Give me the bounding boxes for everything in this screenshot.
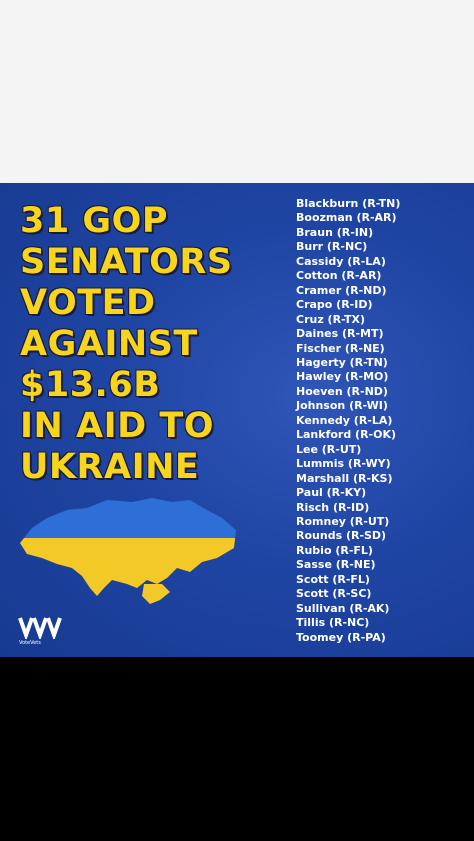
headline-line: UKRAINE (20, 447, 200, 487)
top-bar (0, 0, 474, 183)
senator-name: Fischer (R-NE) (296, 341, 385, 355)
senator-name: Braun (R-IN) (296, 225, 374, 239)
logo-mark (18, 617, 62, 639)
senator-name: Toomey (R-PA) (296, 630, 386, 644)
senator-name: Boozman (R-AR) (296, 211, 397, 225)
headline-line: VOTED (20, 283, 156, 323)
senator-name: Daines (R-MT) (296, 327, 384, 341)
senator-name: Hagerty (R-TN) (296, 355, 388, 369)
senator-name: Cramer (R-ND) (296, 283, 387, 297)
senator-name: Cotton (R-AR) (296, 269, 382, 283)
senator-name: Rounds (R-SD) (296, 529, 387, 543)
senator-name: Scott (R-FL) (296, 572, 370, 586)
senator-name: Cassidy (R-LA) (296, 254, 386, 268)
senator-name: Crapo (R-ID) (296, 298, 373, 312)
senator-name: Kennedy (R-LA) (296, 413, 393, 427)
senator-name: Romney (R-UT) (296, 514, 390, 528)
senator-name: Rubio (R-FL) (296, 543, 373, 557)
bottom-bar (0, 657, 474, 841)
senator-name: Hoeven (R-ND) (296, 384, 388, 398)
senator-name: Cruz (R-TX) (296, 312, 366, 326)
senator-name: Tillis (R-NC) (296, 616, 370, 630)
senator-name: Lee (R-UT) (296, 442, 362, 456)
headline-line: $13.6B (20, 365, 161, 405)
senator-list: Blackburn (R-TN) Boozman (R-AR) Braun (R-I… (296, 197, 400, 645)
senator-name: Sasse (R-NE) (296, 558, 376, 572)
headline-line: AGAINST (20, 324, 198, 364)
logo-text: VoteVets (19, 640, 41, 646)
ukraine-map (20, 498, 236, 604)
senator-name: Lankford (R-OK) (296, 428, 397, 442)
senator-name: Paul (R-KY) (296, 486, 367, 500)
senator-name: Marshall (R-KS) (296, 471, 393, 485)
senator-name: Johnson (R-WI) (296, 399, 388, 413)
senator-name: Blackburn (R-TN) (296, 197, 401, 210)
senator-name: Hawley (R-MO) (296, 370, 389, 384)
headline-line: 31 GOP (20, 201, 169, 241)
poster: 31 GOP SENATORS VOTED AGAINST $13.6B IN AID T… (0, 183, 474, 657)
headline: 31 GOP SENATORS VOTED AGAINST $13.6B IN AID T… (20, 201, 233, 488)
senator-name: Risch (R-ID) (296, 500, 370, 514)
headline-line: IN AID TO (20, 406, 214, 446)
senator-name: Sullivan (R-AK) (296, 601, 390, 615)
senator-name: Lummis (R-WY) (296, 457, 391, 471)
senator-name: Burr (R-NC) (296, 240, 368, 254)
senator-name: Scott (R-SC) (296, 587, 372, 601)
headline-line: SENATORS (20, 242, 233, 282)
